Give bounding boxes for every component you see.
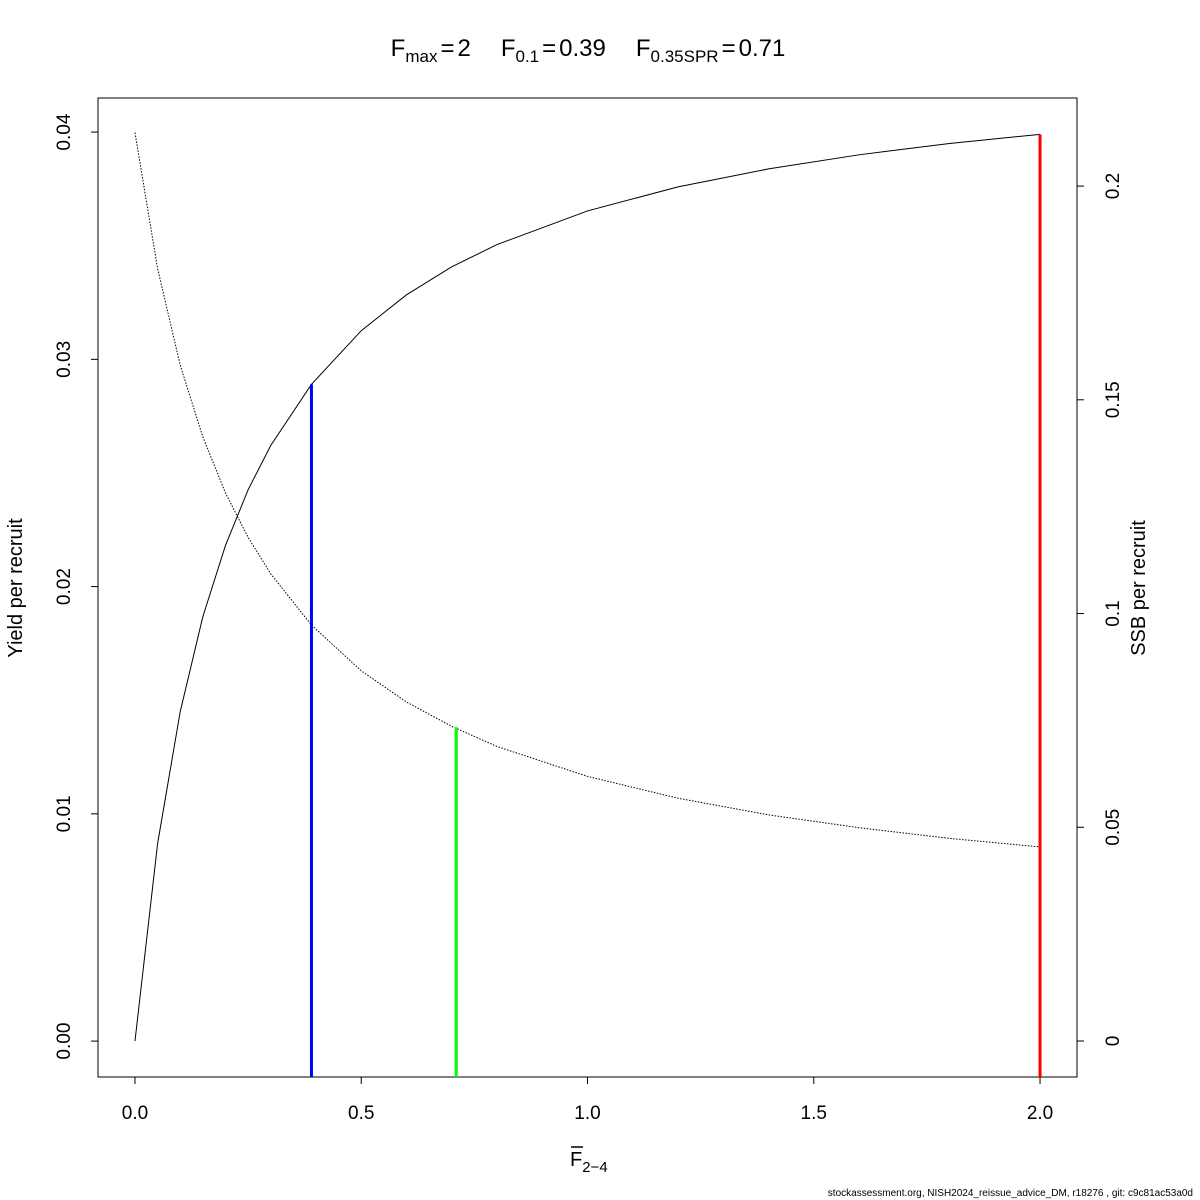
- title-subscript: 0.35SPR: [651, 47, 719, 66]
- footer: stockassessment.org, NISH2024_reissue_ad…: [828, 1188, 1193, 1199]
- chart-title: Fmax = 2 F0.1 = 0.39 F0.35SPR = 0.71: [391, 35, 786, 66]
- y-axis-label: Yield per recruit: [5, 518, 27, 658]
- title-value: 0.71: [739, 35, 786, 62]
- title-subscript: max: [405, 47, 438, 66]
- title-symbol: F: [636, 35, 651, 62]
- x-tick-label: 0.5: [348, 1103, 374, 1124]
- title-subscript: 0.1: [516, 47, 540, 66]
- plot-frame: [97, 97, 1078, 1078]
- y-tick-label: 0.02: [54, 568, 75, 605]
- y2-axis-label: SSB per recruit: [1128, 520, 1150, 656]
- yield-curve: [134, 133, 1041, 1042]
- title-value: 2: [457, 35, 470, 62]
- title-sign: =: [440, 35, 454, 62]
- y-tick-label: 0.03: [54, 341, 75, 378]
- x-label-symbol: F: [570, 1149, 582, 1171]
- ssb-curve: [134, 132, 1041, 848]
- title-symbol: F: [501, 35, 516, 62]
- y2-tick-label: 0: [1103, 1036, 1124, 1047]
- x-tick-label: 1.0: [574, 1103, 600, 1124]
- x-tick-label: 0.0: [122, 1103, 148, 1124]
- y2-tick-label: 0.05: [1103, 809, 1124, 846]
- y-tick-label: 0.01: [54, 795, 75, 832]
- x-axis-label: F2−4: [570, 1149, 608, 1176]
- y-tick-label: 0.00: [54, 1023, 75, 1060]
- y2-tick-label: 0.2: [1103, 173, 1124, 199]
- x-label-subscript: 2−4: [582, 1159, 607, 1176]
- x-tick-label: 1.5: [801, 1103, 827, 1124]
- title-sign: =: [722, 35, 736, 62]
- title-value: 0.39: [559, 35, 606, 62]
- x-tick-label: 2.0: [1027, 1103, 1053, 1124]
- title-sign: =: [542, 35, 556, 62]
- y2-tick-label: 0.15: [1103, 381, 1124, 418]
- title-symbol: F: [391, 35, 406, 62]
- y-tick-label: 0.04: [54, 113, 75, 150]
- y2-tick-label: 0.1: [1103, 600, 1124, 626]
